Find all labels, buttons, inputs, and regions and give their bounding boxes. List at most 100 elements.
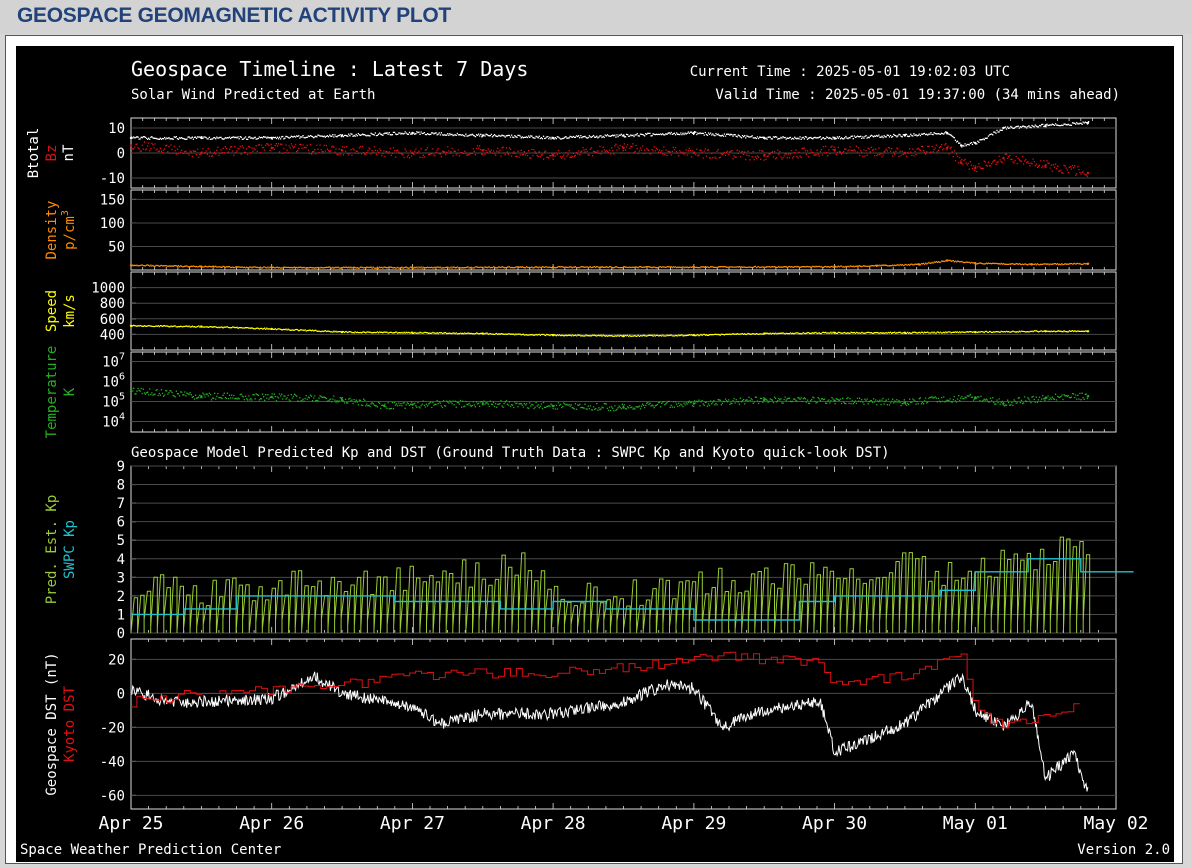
mag-y-tick-label: -10 [100, 171, 125, 187]
geospace-chart: Geospace Timeline : Latest 7 Days Solar … [20, 57, 1170, 858]
temperature-y-tick-label: 105 [102, 392, 125, 411]
point-density [875, 264, 878, 267]
x-tick-label: Apr 25 [98, 813, 163, 834]
point-temperature [1086, 395, 1090, 398]
point-btotal [270, 136, 273, 140]
density-y-tick-label: 150 [100, 192, 125, 208]
plot-title: Geospace Timeline : Latest 7 Days [131, 57, 528, 81]
series-swpc-kp [131, 558, 1134, 621]
point-bz [411, 151, 414, 155]
speed-y-tick-label: 800 [100, 296, 125, 312]
point-bz [200, 151, 203, 155]
point-density [129, 264, 133, 267]
point-speed [129, 324, 133, 327]
point-temperature [411, 403, 414, 406]
point-speed [974, 330, 977, 334]
dst-y-tick-label: -40 [100, 754, 125, 770]
point-density [411, 266, 414, 269]
temperature-y-label: K [62, 387, 78, 396]
geospace-plot: Geospace Timeline : Latest 7 Days Solar … [16, 46, 1174, 862]
point-density [200, 265, 203, 268]
kp-y-tick-label: 6 [117, 515, 125, 531]
speed-x-ticks [130, 272, 1117, 350]
point-temperature [270, 395, 273, 399]
section2-title: Geospace Model Predicted Kp and DST (Gro… [131, 445, 890, 461]
point-bz [1044, 164, 1047, 167]
point-btotal [960, 144, 963, 147]
series-bz [131, 141, 1090, 177]
point-btotal [1044, 124, 1047, 127]
footer-left: Space Weather Prediction Center [20, 842, 281, 858]
mag-y-label: nT [61, 144, 77, 161]
kp-y-tick-label: 8 [117, 478, 125, 494]
point-btotal [129, 136, 133, 140]
kp-y-tick-label: 7 [117, 496, 125, 512]
point-btotal [551, 136, 555, 140]
point-temperature [1002, 402, 1005, 405]
point-speed [692, 334, 696, 337]
temperature-y-label: Temperature [44, 346, 60, 439]
point-bz [945, 146, 949, 150]
point-bz [481, 149, 484, 152]
point-speed [622, 334, 625, 338]
point-btotal [1002, 126, 1005, 130]
dst-y-tick-label: -60 [100, 788, 125, 804]
point-speed [411, 331, 414, 334]
point-speed [833, 331, 836, 334]
kp-y-tick-label: 9 [117, 459, 125, 475]
point-btotal [481, 134, 484, 137]
point-bz [551, 154, 555, 157]
point-temperature [692, 402, 696, 405]
mag-y-label: Bz [44, 145, 60, 162]
point-speed [903, 331, 907, 334]
x-tick-label: May 02 [1083, 813, 1148, 834]
point-speed [270, 327, 273, 331]
point-temperature [763, 398, 766, 402]
point-btotal [1086, 121, 1090, 125]
point-btotal [763, 136, 766, 140]
density-panel-frame [130, 189, 1117, 271]
kp-y-label: SWPC Kp [62, 520, 78, 579]
density-y-label: p/cm3 [60, 210, 78, 250]
point-bz [903, 151, 907, 155]
x-tick-label: Apr 29 [661, 813, 726, 834]
point-temperature [383, 404, 386, 408]
x-tick-label: Apr 26 [239, 813, 304, 834]
temperature-y-tick-label: 104 [102, 412, 125, 431]
speed-y-tick-label: 600 [100, 312, 125, 328]
page-title: GEOSPACE GEOMAGNETIC ACTIVITY PLOT [17, 4, 451, 27]
kp-y-tick-label: 2 [117, 589, 125, 605]
point-temperature [340, 398, 344, 402]
point-speed [763, 332, 766, 335]
density-y-tick-label: 100 [100, 216, 125, 232]
temperature-y-tick-label: 107 [102, 352, 125, 371]
point-temperature [903, 401, 907, 404]
point-bz [960, 161, 963, 165]
kp-y-tick-label: 4 [117, 552, 125, 568]
point-bz [340, 149, 344, 152]
point-speed [481, 332, 484, 335]
valid-time: Valid Time : 2025-05-01 19:37:00 (34 min… [715, 87, 1120, 103]
dst-y-tick-label: 20 [108, 652, 125, 668]
point-density [945, 259, 949, 262]
kp-y-tick-label: 0 [117, 626, 125, 642]
dst-x-ticks [130, 639, 1117, 809]
point-btotal [340, 134, 344, 137]
point-bz [129, 144, 133, 147]
point-bz [692, 151, 696, 155]
point-bz [622, 146, 625, 150]
mag-y-tick-label: 10 [108, 121, 125, 137]
speed-y-tick-label: 1000 [91, 281, 125, 297]
mag-y-tick-label: 0 [117, 146, 125, 162]
point-bz [833, 149, 836, 152]
point-btotal [833, 136, 836, 140]
mag-x-ticks [130, 118, 1117, 188]
point-bz [763, 154, 766, 157]
kp-y-tick-label: 1 [117, 607, 125, 623]
density-y-tick-label: 50 [108, 239, 125, 255]
point-speed [551, 334, 555, 337]
x-tick-label: Apr 27 [380, 813, 445, 834]
speed-y-label: Speed [44, 290, 60, 332]
current-time: Current Time : 2025-05-01 19:02:03 UTC [690, 64, 1010, 80]
density-x-ticks [130, 190, 1117, 270]
